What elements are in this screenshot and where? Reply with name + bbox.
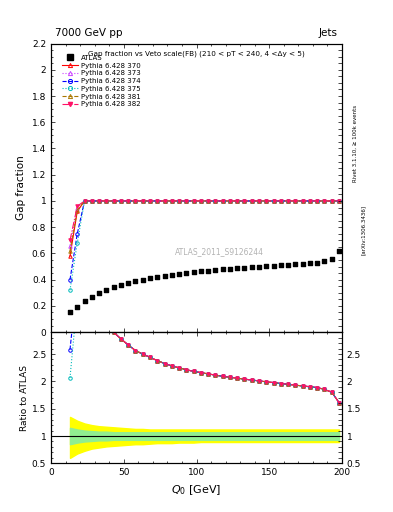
Text: Gap fraction vs Veto scale(FB) (210 < pT < 240, 4 <Δy < 5): Gap fraction vs Veto scale(FB) (210 < pT… bbox=[88, 51, 305, 57]
Point bbox=[191, 268, 197, 276]
Text: Rivet 3.1.10, ≥ 100k events: Rivet 3.1.10, ≥ 100k events bbox=[353, 105, 358, 182]
Text: ATLAS_2011_S9126244: ATLAS_2011_S9126244 bbox=[175, 247, 264, 256]
Point bbox=[329, 255, 335, 264]
Point bbox=[74, 303, 81, 311]
Legend: ATLAS, Pythia 6.428 370, Pythia 6.428 373, Pythia 6.428 374, Pythia 6.428 375, P: ATLAS, Pythia 6.428 370, Pythia 6.428 37… bbox=[61, 53, 142, 110]
Point bbox=[205, 267, 211, 275]
Point bbox=[81, 297, 88, 306]
Point bbox=[314, 259, 320, 267]
Point bbox=[336, 247, 342, 255]
Point bbox=[67, 308, 73, 316]
Text: Jets: Jets bbox=[319, 28, 338, 38]
Point bbox=[256, 263, 262, 271]
Point bbox=[285, 261, 291, 269]
Text: 7000 GeV pp: 7000 GeV pp bbox=[55, 28, 123, 38]
Point bbox=[176, 270, 182, 278]
Point bbox=[147, 274, 153, 283]
Point bbox=[125, 279, 131, 287]
Point bbox=[241, 264, 248, 272]
Point bbox=[270, 262, 277, 270]
Point bbox=[234, 264, 241, 272]
Text: [arXiv:1306.3436]: [arXiv:1306.3436] bbox=[361, 205, 366, 255]
Point bbox=[96, 289, 102, 297]
Point bbox=[132, 277, 139, 285]
Point bbox=[278, 261, 284, 269]
Point bbox=[118, 281, 124, 289]
Point bbox=[212, 266, 219, 274]
Point bbox=[183, 269, 189, 277]
Point bbox=[292, 260, 299, 268]
Point bbox=[198, 267, 204, 275]
X-axis label: $Q_0$ [GeV]: $Q_0$ [GeV] bbox=[171, 483, 222, 497]
Point bbox=[162, 272, 168, 280]
Point bbox=[169, 271, 175, 279]
Point bbox=[220, 265, 226, 273]
Y-axis label: Gap fraction: Gap fraction bbox=[16, 156, 26, 220]
Point bbox=[249, 263, 255, 271]
Point bbox=[321, 257, 328, 265]
Point bbox=[263, 262, 270, 270]
Y-axis label: Ratio to ATLAS: Ratio to ATLAS bbox=[20, 365, 29, 431]
Point bbox=[154, 273, 160, 281]
Point bbox=[307, 259, 313, 267]
Point bbox=[140, 275, 146, 284]
Point bbox=[299, 260, 306, 268]
Point bbox=[89, 293, 95, 301]
Point bbox=[227, 265, 233, 273]
Point bbox=[103, 285, 110, 293]
Point bbox=[110, 283, 117, 291]
